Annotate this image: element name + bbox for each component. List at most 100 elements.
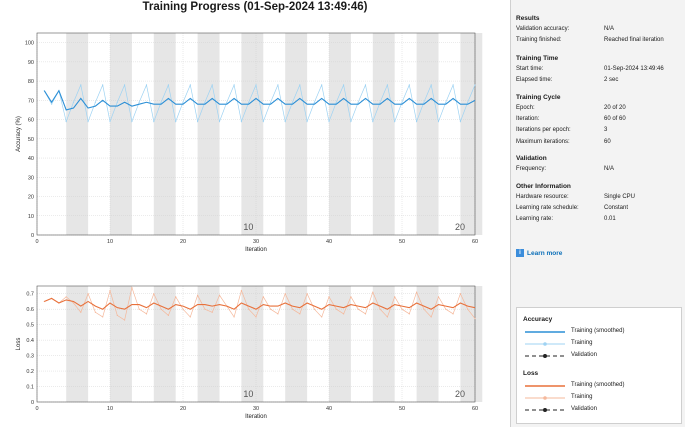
training-point — [430, 316, 432, 318]
training-point — [437, 120, 440, 123]
training-point — [416, 291, 418, 293]
plot-area — [36, 32, 476, 236]
training-point — [343, 84, 345, 86]
legend-loss-training-swatch — [525, 396, 565, 400]
training-point — [145, 84, 148, 86]
training-point — [197, 120, 199, 123]
legend-loss-smoothed-swatch — [525, 385, 565, 387]
training-point — [211, 311, 213, 313]
y-tick-label: 0.2 — [26, 369, 34, 375]
training-point — [87, 120, 89, 123]
training-time-section: Training Time Start time: 01-Sep-2024 13:… — [516, 54, 684, 86]
training-point — [459, 120, 461, 123]
legend-loss-validation-swatch — [525, 408, 565, 412]
training-point — [72, 101, 75, 103]
training-point — [270, 308, 272, 310]
training-point — [474, 84, 476, 86]
training-point — [153, 293, 155, 295]
training-point — [116, 101, 118, 103]
x-axis-label: Iteration — [245, 247, 267, 253]
x-tick-label: 50 — [399, 406, 405, 412]
plots-panel: Training Progress (01-Sep-2024 13:49:46)… — [16, 1, 483, 420]
training-point — [167, 84, 169, 86]
training-point — [299, 84, 301, 86]
epoch-shade — [241, 286, 264, 402]
training-point — [270, 101, 272, 103]
training-point — [321, 316, 323, 318]
legend-loss-training-label: Training — [571, 394, 593, 400]
training-point — [218, 120, 221, 123]
loss-chart: 0 0.1 0.2 0.3 0.4 0.5 0.6 0.7 0 10 20 30 40 50 60 Itera… — [16, 285, 483, 420]
learn-more-link[interactable]: i Learn more — [516, 249, 562, 257]
plot-area — [36, 285, 476, 403]
training-point — [467, 308, 469, 310]
training-point — [313, 308, 315, 310]
epoch-shade — [110, 33, 132, 235]
legend-accuracy-validation-label: Validation — [571, 352, 597, 358]
info-label: Maximum iterations: — [516, 138, 570, 145]
x-tick-label: 0 — [35, 406, 38, 412]
legend-loss-heading: Loss — [523, 370, 539, 377]
training-point — [160, 101, 162, 103]
training-point — [175, 120, 177, 123]
y-tick-label: 10 — [28, 214, 34, 220]
training-point — [350, 296, 352, 298]
info-row-cycle-1: Iteration: 60 of 60 — [516, 114, 684, 125]
training-point — [459, 293, 461, 295]
legend-loss-validation-label: Validation — [571, 406, 597, 412]
info-row-cycle-0: Epoch: 20 of 20 — [516, 103, 684, 114]
training-point — [102, 316, 104, 318]
training-point — [328, 296, 330, 298]
info-icon: i — [516, 249, 524, 257]
y-tick-label: 0.6 — [26, 307, 34, 313]
epoch-label: 10 — [243, 222, 253, 232]
legend-loss-validation: Validation — [523, 405, 673, 415]
info-label: Iteration: — [516, 116, 540, 123]
epoch-label: 20 — [455, 389, 465, 399]
x-axis-label: Iteration — [245, 414, 267, 420]
info-label: Learning rate schedule: — [516, 205, 579, 212]
training-point — [255, 316, 257, 318]
epoch-shade — [285, 33, 308, 235]
training-point — [226, 101, 228, 103]
info-value: Constant — [604, 205, 629, 212]
info-label: Start time: — [516, 66, 544, 72]
training-point — [240, 120, 242, 123]
info-row-time-1: Elapsed time: 2 sec — [516, 75, 684, 86]
y-tick-label: 60 — [28, 118, 34, 124]
y-tick-label: 70 — [28, 98, 34, 104]
training-point — [116, 314, 118, 316]
training-point — [189, 316, 191, 318]
training-point — [240, 290, 242, 292]
y-tick-label: 50 — [28, 137, 34, 143]
legend-loss-smoothed-label: Training (smoothed) — [571, 382, 625, 388]
training-point — [401, 101, 403, 103]
training-point — [189, 84, 191, 86]
x-tick-label: 40 — [326, 406, 332, 412]
epoch-shade — [372, 286, 395, 402]
results-section: Results Validation accuracy: N/A Training … — [516, 14, 684, 46]
info-value: Reached final iteration — [604, 37, 664, 44]
x-tick-label: 20 — [180, 239, 186, 245]
training-point — [357, 308, 359, 310]
legend-accuracy-training-swatch — [525, 342, 565, 346]
training-point — [335, 101, 337, 103]
y-tick-label: 0.4 — [26, 338, 34, 344]
training-point — [299, 313, 301, 315]
accuracy-chart: 0 10 20 30 40 50 60 70 80 90 100 0 10 20 30 40 50 60 Itera… — [16, 32, 483, 253]
legend-accuracy-validation: Validation — [523, 351, 673, 361]
info-value: 0.01 — [604, 216, 616, 223]
training-point — [291, 308, 294, 310]
training-point — [87, 293, 89, 295]
x-tick-label: 30 — [253, 239, 259, 245]
training-point — [350, 120, 352, 123]
info-label: Epoch: — [516, 105, 535, 111]
training-point — [262, 296, 264, 298]
training-point — [182, 308, 184, 310]
info-row-other-0: Hardware resource: Single CPU — [516, 192, 684, 203]
training-point — [430, 84, 432, 86]
training-point — [94, 311, 96, 313]
info-label: Iterations per epoch: — [516, 127, 571, 134]
training-point — [124, 84, 126, 86]
epoch-shade — [416, 33, 439, 235]
